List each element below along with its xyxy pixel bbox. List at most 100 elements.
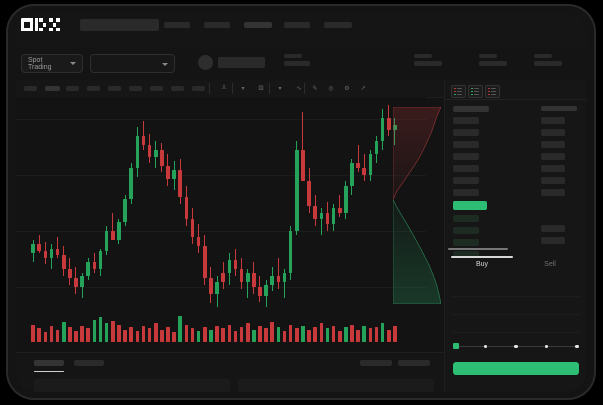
orderbook-header-divider bbox=[445, 99, 586, 100]
candle-body bbox=[215, 282, 219, 294]
market-mode-label: Spot Trading bbox=[28, 56, 52, 71]
nav-item-4[interactable] bbox=[284, 22, 310, 28]
percent-slider-stop-4[interactable] bbox=[575, 344, 579, 348]
tab-active-indicator bbox=[451, 256, 513, 258]
pencil-icon[interactable]: ✎ bbox=[312, 85, 318, 92]
orderbook-ask-row[interactable] bbox=[453, 141, 479, 148]
chevron-down-icon-1[interactable]: ▾ bbox=[241, 85, 245, 92]
candlestick-type-icon[interactable]: ╨ bbox=[221, 85, 227, 92]
percent-slider-stop-1[interactable] bbox=[483, 344, 488, 348]
volume-bar bbox=[270, 322, 275, 342]
trades-row[interactable] bbox=[541, 189, 565, 196]
order-field-1[interactable] bbox=[451, 284, 581, 297]
order-field-2[interactable] bbox=[451, 302, 581, 315]
volume-bar bbox=[178, 316, 183, 342]
orderbook-bid-row[interactable] bbox=[453, 215, 479, 222]
orderbook-ask-row[interactable] bbox=[453, 165, 479, 172]
timeframe-button-4[interactable] bbox=[87, 86, 100, 91]
settings-gear-icon[interactable]: ⚙ bbox=[344, 85, 350, 92]
market-mode-selector[interactable]: Spot Trading bbox=[21, 54, 83, 73]
candle-body bbox=[196, 237, 201, 247]
orderbook-bid-row[interactable] bbox=[453, 251, 479, 258]
order-field-3[interactable] bbox=[451, 320, 581, 333]
timeframe-button-6[interactable] bbox=[129, 86, 142, 91]
pair-selector[interactable] bbox=[90, 54, 175, 73]
nav-item-1[interactable] bbox=[164, 22, 190, 28]
volume-bar bbox=[233, 330, 238, 342]
timeframe-button-1[interactable] bbox=[24, 86, 37, 91]
bottom-tab-2[interactable] bbox=[74, 360, 104, 366]
search-input[interactable] bbox=[80, 19, 159, 31]
orderbook-bid-row[interactable] bbox=[453, 239, 479, 246]
orders-card-2[interactable] bbox=[238, 379, 434, 392]
candle-body bbox=[325, 212, 330, 224]
candle-body bbox=[61, 255, 66, 269]
tab-sell[interactable]: Sell bbox=[544, 261, 556, 268]
orderbook-last-price-row[interactable] bbox=[453, 201, 487, 210]
bottom-tab-active-indicator bbox=[34, 371, 64, 372]
timeframe-button-8[interactable] bbox=[171, 86, 184, 91]
percent-slider-handle[interactable] bbox=[453, 343, 459, 349]
candle bbox=[380, 97, 385, 307]
timeframe-button-3[interactable] bbox=[66, 86, 79, 91]
volume-bar bbox=[393, 325, 397, 342]
candle bbox=[117, 97, 121, 307]
candle-body bbox=[147, 145, 152, 157]
volume-bar bbox=[184, 324, 189, 342]
bottom-tab-1[interactable] bbox=[34, 360, 64, 366]
orderbook-ask-row[interactable] bbox=[453, 177, 479, 184]
trades-row[interactable] bbox=[541, 177, 565, 184]
candle bbox=[74, 97, 78, 307]
trades-row[interactable] bbox=[541, 237, 565, 244]
orderbook-scrollbar[interactable] bbox=[448, 248, 508, 250]
tab-buy[interactable]: Buy bbox=[475, 261, 489, 268]
line-tool-icon[interactable]: ∿ bbox=[296, 85, 302, 92]
candle-wick bbox=[57, 237, 59, 258]
percent-slider-stop-3[interactable] bbox=[544, 344, 549, 348]
candle-body bbox=[104, 230, 109, 251]
submit-order-button[interactable] bbox=[453, 362, 579, 375]
toolbar-divider-2 bbox=[232, 83, 233, 94]
candle-body bbox=[380, 118, 385, 141]
fullscreen-icon[interactable]: ↗ bbox=[360, 85, 366, 92]
price-chart[interactable] bbox=[16, 97, 426, 352]
candle bbox=[215, 97, 219, 307]
timeframe-button-9[interactable] bbox=[192, 86, 205, 91]
orderbook-mode-asks[interactable] bbox=[485, 85, 500, 98]
candle-body bbox=[227, 259, 232, 274]
nav-item-5[interactable] bbox=[324, 22, 352, 28]
orders-card-1[interactable] bbox=[34, 379, 230, 392]
trades-row[interactable] bbox=[541, 129, 565, 136]
nav-item-2[interactable] bbox=[204, 22, 230, 28]
timeframe-button-5[interactable] bbox=[108, 86, 121, 91]
trades-row[interactable] bbox=[541, 153, 565, 160]
indicators-icon[interactable]: ⚄ bbox=[258, 85, 264, 92]
volume-bar bbox=[356, 329, 360, 342]
volume-bar bbox=[331, 325, 336, 342]
chevron-down-icon-2[interactable]: ▾ bbox=[278, 85, 282, 92]
candle-body bbox=[374, 140, 379, 155]
trades-row[interactable] bbox=[541, 141, 565, 148]
trades-row[interactable] bbox=[541, 165, 565, 172]
timeframe-button-2[interactable] bbox=[45, 86, 60, 91]
timeframe-button-7[interactable] bbox=[150, 86, 163, 91]
bottom-action-1[interactable] bbox=[360, 360, 392, 366]
percent-slider-stop-2[interactable] bbox=[514, 344, 518, 348]
candle-body bbox=[233, 259, 238, 269]
candle-body bbox=[295, 149, 299, 231]
orderbook-bid-row[interactable] bbox=[453, 227, 479, 234]
orderbook-mode-bids[interactable] bbox=[468, 85, 483, 98]
camera-icon[interactable]: ◎ bbox=[328, 85, 334, 92]
bottom-action-2[interactable] bbox=[398, 360, 430, 366]
orderbook-ask-row[interactable] bbox=[453, 189, 479, 196]
nav-item-3[interactable] bbox=[244, 22, 272, 28]
gridline-1 bbox=[16, 119, 426, 120]
orderbook-ask-row[interactable] bbox=[453, 153, 479, 160]
orderbook-mode-both[interactable] bbox=[451, 85, 466, 98]
orderbook-ask-row[interactable] bbox=[453, 117, 479, 124]
orderbook-ask-row[interactable] bbox=[453, 129, 479, 136]
trades-row[interactable] bbox=[541, 225, 565, 232]
okx-logo[interactable] bbox=[21, 18, 61, 32]
trades-row[interactable] bbox=[541, 117, 565, 124]
volume-bar bbox=[141, 325, 146, 342]
